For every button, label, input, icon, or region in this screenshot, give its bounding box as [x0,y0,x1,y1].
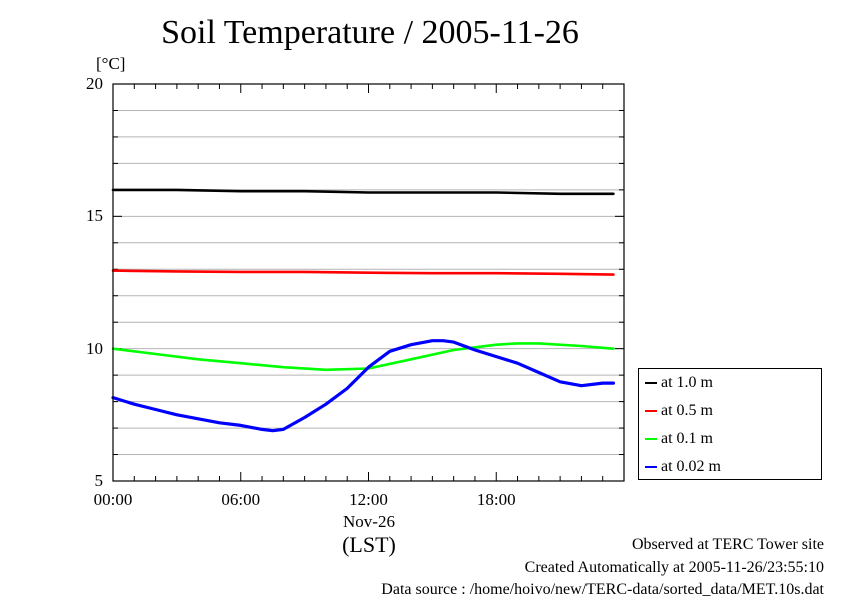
y-tick-label: 10 [86,338,103,358]
x-tick-label: 18:00 [476,490,516,509]
footer-created: Created Automatically at 2005-11-26/23:5… [524,559,824,576]
footer-source: Data source : /home/hoivo/new/TERC-data/… [381,581,824,598]
chart-title: Soil Temperature / 2005-11-26 [161,14,579,51]
footer-site: Observed at TERC Tower site [631,536,824,553]
legend-label: at 0.5 m [661,402,713,419]
series-line-1 [111,188,615,196]
x-date-label: Nov-26 [343,512,395,531]
legend: at 1.0 m at 0.5 m at 0.1 m at 0.02 m [638,368,822,480]
series-line-3 [111,342,615,372]
x-tick-label: 00:00 [93,490,133,509]
legend-swatch [645,410,657,412]
y-tick-label: 15 [86,206,103,226]
plot-frame [112,83,625,482]
series-line-4 [111,339,616,433]
x-tick-label: 12:00 [349,490,388,509]
legend-label: at 0.1 m [661,430,713,447]
x-tick-label: 06:00 [221,490,261,509]
legend-item: at 1.0 m [645,373,713,393]
y-tick-label: 5 [94,471,104,490]
y-tick-label: 20 [86,74,103,93]
legend-label: at 0.02 m [661,458,721,475]
legend-item: at 0.02 m [645,457,721,477]
x-axis-label: (LST) [342,532,396,557]
legend-item: at 0.1 m [645,429,713,449]
legend-swatch [645,438,657,440]
legend-swatch [645,382,657,384]
legend-swatch [645,466,657,468]
y-axis-unit: [°C] [96,54,126,73]
legend-label: at 1.0 m [661,374,713,391]
series-line-2 [111,269,615,276]
legend-item: at 0.5 m [645,401,713,421]
